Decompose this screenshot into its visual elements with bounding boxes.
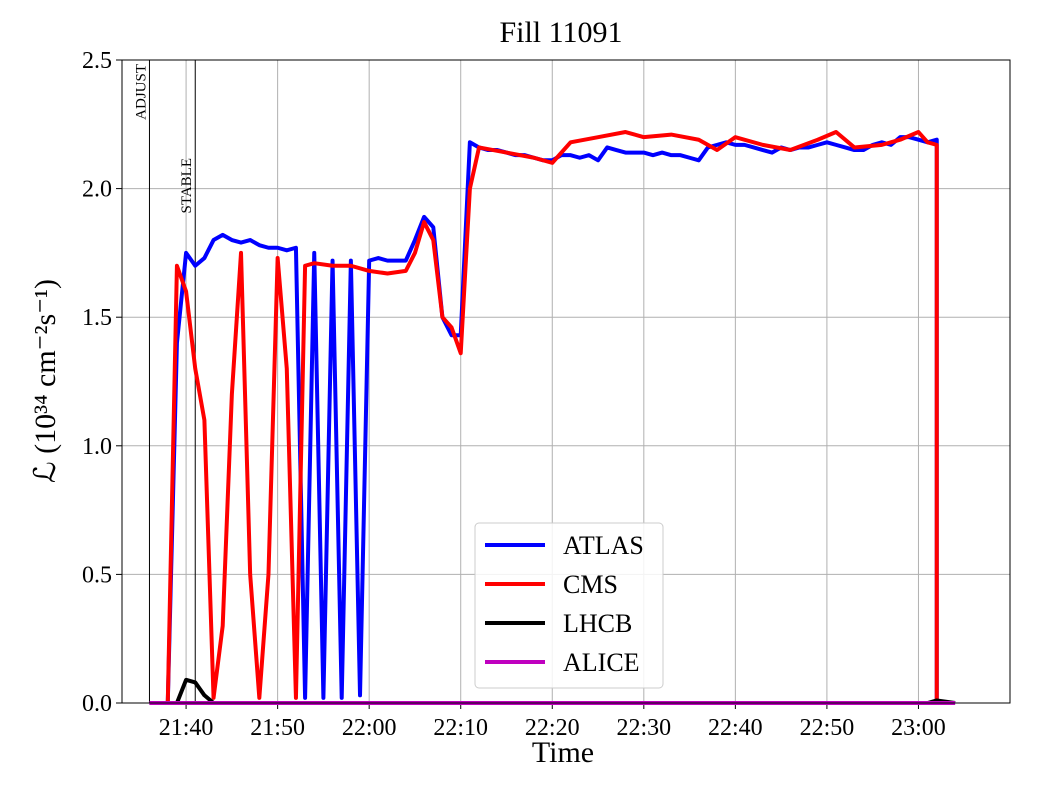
legend-label: CMS — [563, 570, 618, 599]
x-tick-label: 21:50 — [250, 715, 305, 741]
x-tick-label: 22:20 — [525, 715, 580, 741]
chart-title: Fill 11091 — [499, 16, 622, 49]
x-tick-label: 22:50 — [800, 715, 855, 741]
legend-label: ALICE — [563, 648, 640, 677]
x-tick-label: 23:00 — [891, 715, 946, 741]
x-axis-label: Time — [532, 736, 594, 769]
series-line — [149, 130, 939, 705]
x-tick-label: 22:10 — [433, 715, 488, 741]
annotation-label: ADJUST — [133, 64, 149, 120]
y-tick-label: 0.0 — [82, 691, 112, 717]
legend-box — [474, 522, 664, 689]
y-tick-label: 1.5 — [82, 305, 112, 331]
legend-label: ATLAS — [563, 531, 644, 560]
annotation-label: STABLE — [179, 158, 195, 213]
x-tick-label: 22:00 — [342, 715, 397, 741]
y-axis-label: ℒ (10³⁴ cm⁻²s⁻¹) — [29, 279, 62, 483]
x-tick-label: 22:40 — [708, 715, 763, 741]
y-tick-label: 2.5 — [82, 48, 112, 74]
legend-label: LHCB — [563, 609, 632, 638]
plot-frame — [121, 59, 1011, 704]
y-tick-label: 2.0 — [82, 177, 112, 203]
y-tick-label: 0.5 — [82, 562, 112, 588]
y-tick-label: 1.0 — [82, 434, 112, 460]
x-tick-label: 22:30 — [616, 715, 671, 741]
x-tick-label: 21:40 — [159, 715, 214, 741]
